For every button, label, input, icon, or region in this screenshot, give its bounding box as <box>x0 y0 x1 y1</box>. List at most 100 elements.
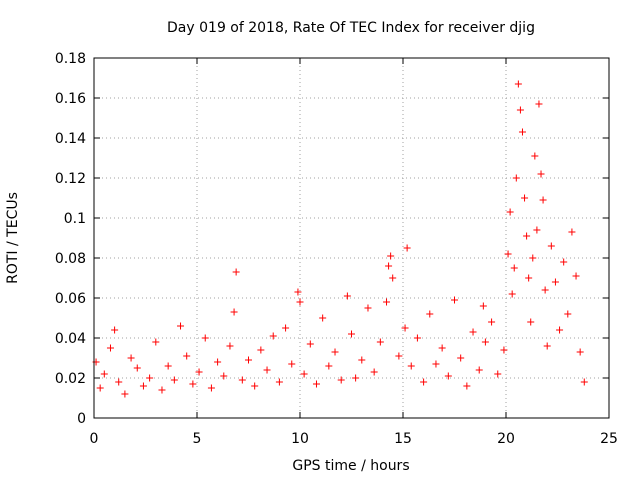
data-point <box>127 354 135 362</box>
data-point <box>337 376 345 384</box>
data-point <box>319 314 327 322</box>
data-point <box>387 252 395 260</box>
data-point <box>158 386 166 394</box>
x-tick-label: 20 <box>497 431 515 447</box>
data-point <box>529 254 537 262</box>
data-point <box>226 342 234 350</box>
data-point <box>348 330 355 338</box>
data-point <box>535 100 543 108</box>
data-point <box>358 356 366 364</box>
plot-frame <box>93 57 610 419</box>
data-points <box>92 80 588 398</box>
data-point <box>512 174 520 182</box>
data-point <box>426 310 434 318</box>
x-tick-label: 5 <box>193 431 202 447</box>
data-point <box>133 364 141 372</box>
data-point <box>275 378 283 386</box>
data-point <box>214 358 222 366</box>
data-point <box>230 308 238 316</box>
data-point <box>543 342 551 350</box>
x-tick-label: 0 <box>90 431 99 447</box>
axis-ticks: 0 0.02 0.04 0.06 0.08 0.1 0.12 0.14 0.16 0.18 0 5 10… <box>55 51 618 447</box>
data-point <box>463 382 471 390</box>
data-point <box>282 324 290 332</box>
data-point <box>547 242 555 250</box>
data-point <box>251 382 259 390</box>
data-point <box>343 292 351 300</box>
data-point <box>527 318 535 326</box>
y-tick-label: 0.06 <box>55 291 86 307</box>
y-tick-label: 0.18 <box>55 51 86 67</box>
grid-layer <box>94 58 609 418</box>
data-point <box>560 258 568 266</box>
data-point <box>189 380 197 388</box>
data-point <box>506 208 514 216</box>
data-point <box>385 262 393 270</box>
data-point <box>537 170 545 178</box>
x-axis-label: GPS time / hours <box>292 458 409 474</box>
data-point <box>576 348 584 356</box>
chart-title: Day 019 of 2018, Rate Of TEC Index for r… <box>167 20 535 36</box>
data-point <box>331 348 339 356</box>
data-point <box>488 318 496 326</box>
data-point <box>121 390 129 398</box>
data-point <box>533 226 541 234</box>
data-point <box>325 362 333 370</box>
data-point <box>432 360 440 368</box>
data-point <box>525 274 533 282</box>
data-point <box>263 366 271 374</box>
data-point <box>403 244 411 252</box>
data-point <box>288 360 296 368</box>
data-point <box>523 232 531 240</box>
data-point <box>170 376 178 384</box>
data-point <box>164 362 172 370</box>
data-point <box>539 196 547 204</box>
data-point <box>438 344 446 352</box>
data-point <box>238 376 246 384</box>
data-point <box>232 268 240 276</box>
y-tick-label: 0.1 <box>64 211 86 227</box>
data-point <box>139 382 147 390</box>
y-tick-label: 0.08 <box>55 251 86 267</box>
data-point <box>521 194 529 202</box>
data-point <box>504 250 512 258</box>
data-point <box>516 106 524 114</box>
data-point <box>556 326 564 334</box>
y-tick-label: 0.12 <box>55 171 86 187</box>
data-point <box>111 326 119 334</box>
data-point <box>370 368 378 376</box>
data-point <box>564 310 572 318</box>
data-point <box>352 374 360 382</box>
data-point <box>269 332 277 340</box>
data-point <box>100 370 108 378</box>
data-point <box>469 328 477 336</box>
y-tick-label: 0.16 <box>55 91 86 107</box>
data-point <box>413 334 421 342</box>
data-point <box>306 340 314 348</box>
data-point <box>479 302 487 310</box>
x-tick-label: 10 <box>291 431 309 447</box>
data-point <box>475 366 483 374</box>
data-point <box>389 274 397 282</box>
data-point <box>207 384 215 392</box>
y-tick-label: 0.04 <box>55 331 86 347</box>
data-point <box>245 356 252 364</box>
y-tick-label: 0.02 <box>55 371 86 387</box>
x-tick-label: 25 <box>600 431 618 447</box>
data-point <box>152 338 160 346</box>
data-point <box>580 378 588 386</box>
data-point <box>494 370 502 378</box>
data-point <box>444 372 452 380</box>
data-point <box>115 378 123 386</box>
data-point <box>257 346 265 354</box>
data-point <box>183 352 191 360</box>
data-point <box>201 334 209 342</box>
data-point <box>220 372 228 380</box>
data-point <box>500 346 508 354</box>
data-point <box>508 290 516 298</box>
data-point <box>294 288 302 296</box>
data-point <box>401 324 409 332</box>
data-point <box>96 384 104 392</box>
data-point <box>531 152 539 160</box>
